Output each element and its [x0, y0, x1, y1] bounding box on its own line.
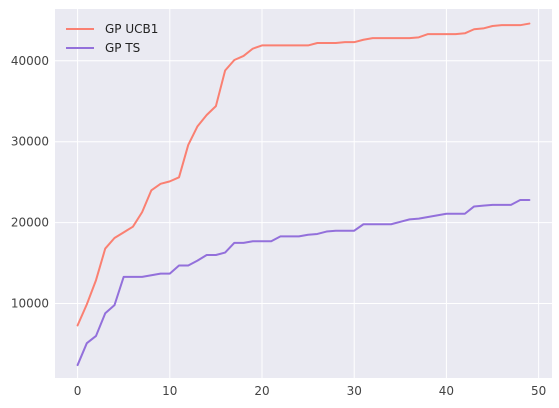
- series-line-gp-ts: [76, 198, 531, 367]
- legend-label-gp-ucb1: GP UCB1: [105, 22, 158, 36]
- x-tick-label: 40: [439, 384, 454, 398]
- series-gp-ucb1: [76, 22, 531, 327]
- x-tick-label: 20: [254, 384, 269, 398]
- tick-labels: 0 10 20 30 40 50 10000 20000 30000 40000: [11, 54, 546, 398]
- grid: [55, 9, 552, 378]
- x-tick-label: 50: [531, 384, 546, 398]
- x-tick-label: 0: [74, 384, 82, 398]
- x-tick-label: 10: [162, 384, 177, 398]
- x-tick-label: 30: [347, 384, 362, 398]
- series-line-gp-ucb1: [76, 22, 531, 327]
- y-tick-label: 30000: [11, 135, 49, 149]
- y-tick-label: 10000: [11, 297, 49, 311]
- legend-label-gp-ts: GP TS: [105, 41, 140, 55]
- y-tick-label: 20000: [11, 216, 49, 230]
- plot-background: [55, 9, 552, 378]
- y-tick-label: 40000: [11, 54, 49, 68]
- legend: GP UCB1 GP TS: [66, 22, 158, 55]
- series-gp-ts: [76, 198, 531, 367]
- series-group: [76, 22, 531, 367]
